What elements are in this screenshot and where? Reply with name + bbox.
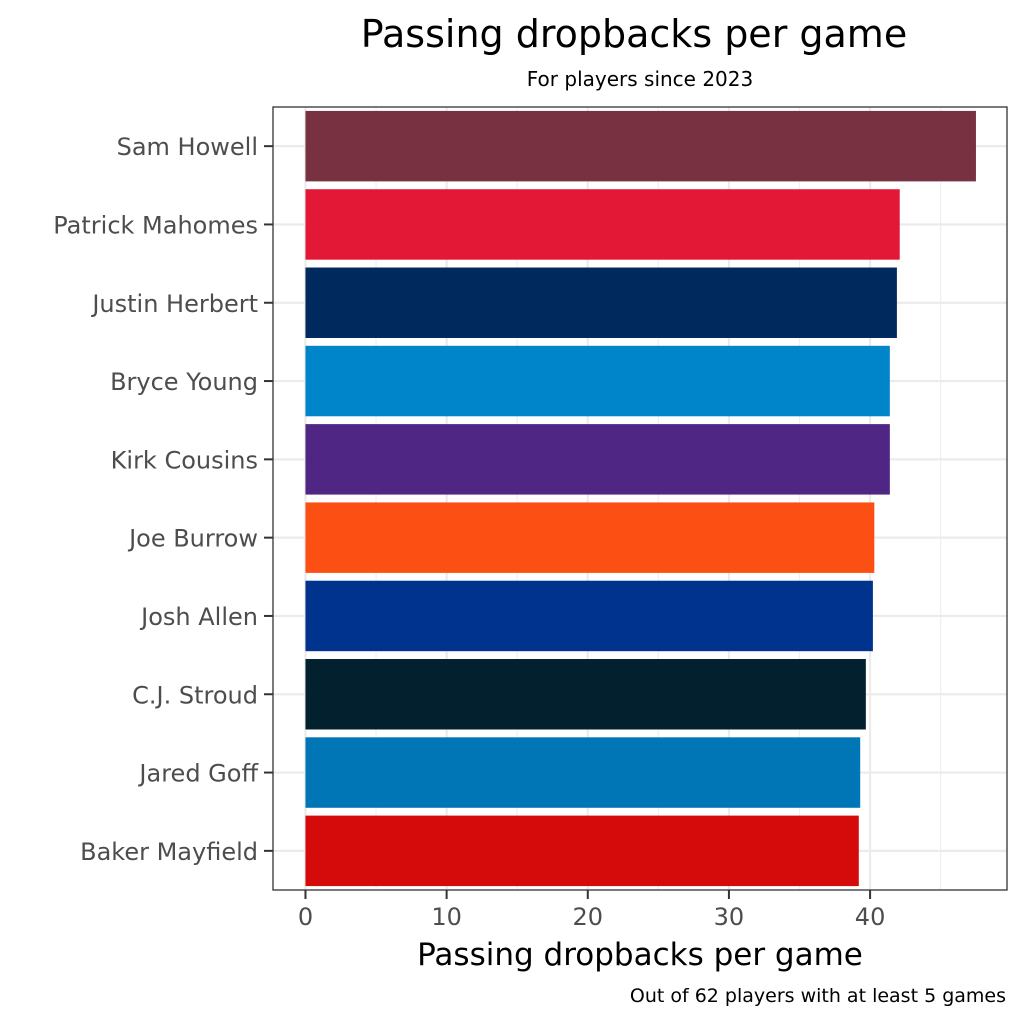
- x-tick-label: 10: [431, 903, 462, 931]
- x-tick-label: 20: [572, 903, 603, 931]
- y-tick-label: Justin Herbert: [90, 290, 258, 318]
- x-tick-label: 30: [714, 903, 745, 931]
- bar-kirk-cousins: [305, 424, 890, 495]
- y-tick-label: Jared Goff: [137, 760, 258, 788]
- chart-subtitle: For players since 2023: [527, 67, 753, 91]
- bar-patrick-mahomes: [305, 189, 900, 260]
- x-tick-label: 40: [855, 903, 886, 931]
- bars: [305, 110, 976, 887]
- y-tick-label: Bryce Young: [110, 368, 258, 396]
- plot-panel-border: [272, 106, 1008, 891]
- x-axis: 0 10 20 30 40: [298, 890, 886, 931]
- y-tick-label: C.J. Stroud: [132, 681, 258, 709]
- bar-baker-mayfield: [305, 815, 859, 887]
- y-tick-label: Kirk Cousins: [111, 446, 258, 474]
- bar-sam-howell: [305, 110, 976, 182]
- y-tick-label: Patrick Mahomes: [53, 211, 258, 239]
- bar-c-j-stroud: [305, 659, 866, 730]
- x-axis-label: Passing dropbacks per game: [417, 937, 863, 973]
- y-tick-label: Baker Mayfield: [80, 838, 258, 866]
- bar-justin-herbert: [305, 267, 897, 338]
- bar-joe-burrow: [305, 502, 875, 573]
- bar-jared-goff: [305, 737, 861, 808]
- bar-bryce-young: [305, 345, 890, 417]
- y-axis: Sam Howell Patrick Mahomes Justin Herbert B…: [53, 133, 273, 866]
- y-tick-label: Sam Howell: [117, 133, 258, 161]
- x-tick-label: 0: [298, 903, 313, 931]
- chart-title: Passing dropbacks per game: [361, 12, 907, 56]
- y-tick-label: Josh Allen: [139, 603, 258, 631]
- y-tick-label: Joe Burrow: [127, 525, 258, 553]
- bar-josh-allen: [305, 580, 873, 652]
- chart-caption: Out of 62 players with at least 5 games: [630, 985, 1006, 1007]
